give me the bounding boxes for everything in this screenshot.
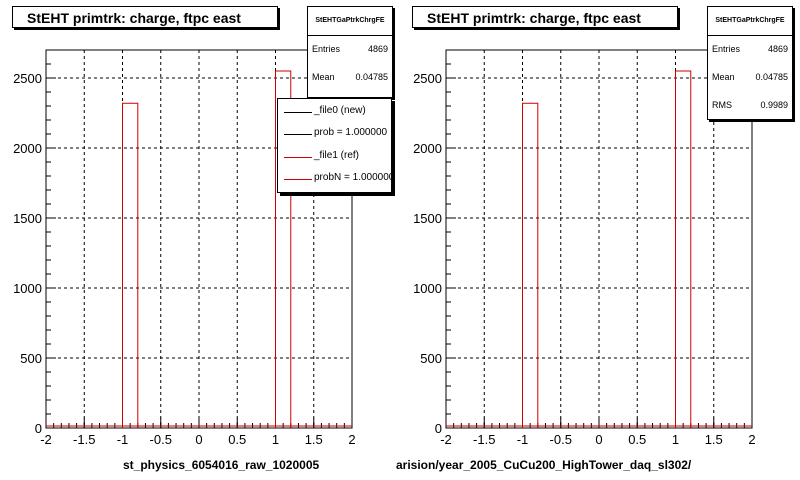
- legend-item-probn: probN = 1.000000: [278, 169, 392, 189]
- stats-box-left: StEHTGaPtrkChrgFE Entries 4869 Mean 0.04…: [307, 6, 393, 98]
- legend-line: [284, 134, 312, 135]
- y-tick-label: 0: [435, 421, 442, 436]
- stats-name: StEHTGaPtrkChrgFE: [308, 7, 392, 36]
- x-tick-label: 2: [748, 432, 755, 447]
- stats-box-right: StEHTGaPtrkChrgFE Entries 4869 Mean 0.04…: [707, 6, 793, 120]
- histogram-panel-right: -2 -1.5 -1 -0.5 0 0.5 1 1.5 2 0 500 1000 1500 2000 250…: [413, 49, 756, 447]
- y-tick-label: 1500: [13, 211, 42, 226]
- histogram-bar: [522, 102, 539, 428]
- stats-entries-value: 4869: [367, 44, 388, 54]
- y-tick-label: 500: [20, 351, 42, 366]
- y-tick-label: 2500: [13, 71, 42, 86]
- x-tick-label: -1: [117, 432, 129, 447]
- x-axis-label-right: arision/year_2005_CuCu200_HighTower_daq_…: [396, 458, 692, 472]
- y-tick-label: 2500: [413, 71, 442, 86]
- stats-mean-value: 0.04785: [355, 72, 388, 82]
- stats-mean-label: Mean: [312, 72, 335, 82]
- stats-rms-value: 0.9989: [760, 100, 788, 110]
- y-tick-label: 2000: [413, 141, 442, 156]
- x-tick-label: -0.5: [150, 432, 172, 447]
- x-tick-label: -2: [40, 432, 52, 447]
- y-tick-label: 1000: [413, 281, 442, 296]
- legend-item-ref: _file1 (ref): [278, 147, 391, 167]
- x-tick-label: -1.5: [73, 432, 95, 447]
- x-axis-label-left: st_physics_6054016_raw_1020005: [123, 458, 320, 472]
- stats-mean-label: Mean: [712, 72, 735, 82]
- legend-line: [284, 179, 312, 180]
- histogram-bar: [675, 70, 692, 428]
- stats-entries-label: Entries: [712, 44, 741, 54]
- x-tick-label: 2: [348, 432, 355, 447]
- legend-label: _file0 (new): [314, 105, 366, 116]
- y-tick-label: 2000: [13, 141, 42, 156]
- chart-title-right: StEHT primtrk: charge, ftpc east: [412, 6, 678, 28]
- y-tick-label: 1500: [413, 211, 442, 226]
- legend-line: [284, 157, 312, 158]
- histogram-bar: [122, 102, 139, 428]
- legend-item-prob: prob = 1.000000: [278, 124, 391, 144]
- stats-rms-label: RMS: [712, 100, 732, 110]
- x-tick-label: -1.5: [473, 432, 495, 447]
- legend-line: [284, 112, 312, 113]
- y-tick-label: 500: [420, 351, 442, 366]
- stats-name: StEHTGaPtrkChrgFE: [708, 7, 792, 36]
- x-tick-label: 1: [272, 432, 279, 447]
- x-tick-label: 0.5: [228, 432, 246, 447]
- stats-entries-value: 4869: [767, 44, 788, 54]
- legend-label: probN = 1.000000: [314, 172, 392, 183]
- y-tick-label: 0: [35, 421, 42, 436]
- legend-box: _file0 (new) prob = 1.000000 _file1 (ref…: [277, 98, 392, 193]
- x-tick-label: 0: [195, 432, 202, 447]
- chart-title-left: StEHT primtrk: charge, ftpc east: [12, 6, 278, 28]
- stats-mean-value: 0.04785: [755, 72, 788, 82]
- x-tick-label: -1: [517, 432, 529, 447]
- x-tick-label: -2: [440, 432, 452, 447]
- x-tick-label: 1.5: [305, 432, 323, 447]
- histogram-bar: [275, 70, 292, 428]
- legend-label: prob = 1.000000: [314, 127, 388, 138]
- stats-entries-label: Entries: [312, 44, 341, 54]
- x-tick-label: 0.5: [628, 432, 646, 447]
- x-tick-label: 1: [672, 432, 679, 447]
- legend-label: _file1 (ref): [314, 150, 360, 161]
- x-tick-label: -0.5: [550, 432, 572, 447]
- x-tick-label: 1.5: [705, 432, 723, 447]
- x-tick-label: 0: [595, 432, 602, 447]
- y-tick-label: 1000: [13, 281, 42, 296]
- legend-item-new: _file0 (new): [278, 102, 391, 122]
